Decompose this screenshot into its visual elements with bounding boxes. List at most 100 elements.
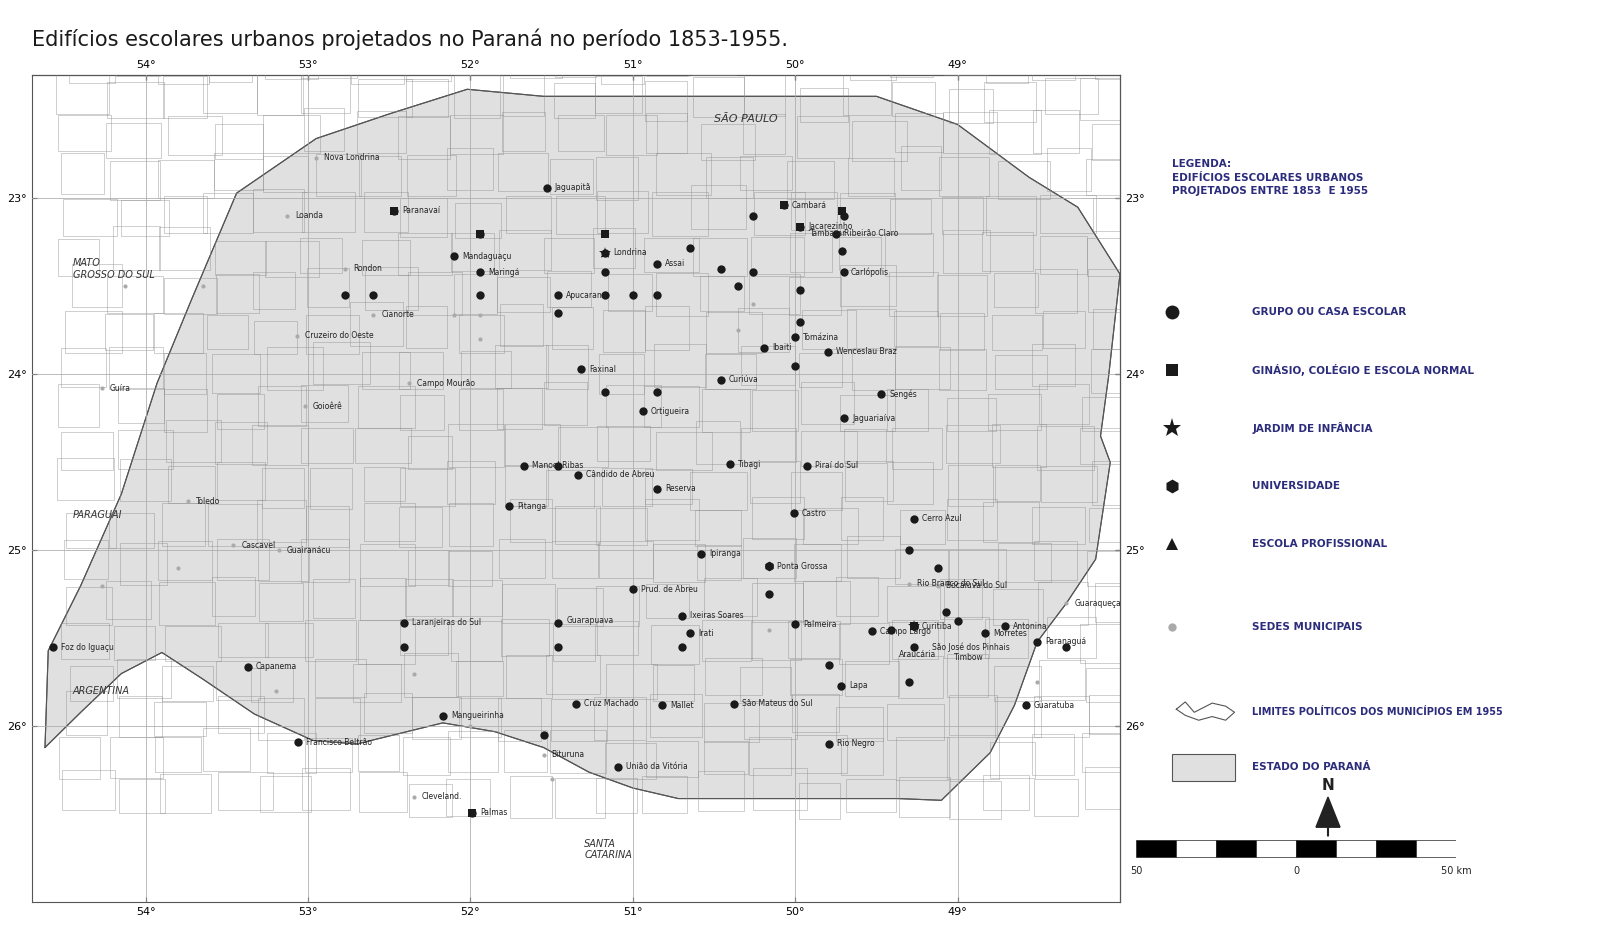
Bar (451, 233, 494, 272)
Bar (214, 241, 266, 275)
Bar (888, 462, 933, 505)
Text: ESTADO DO PARANÁ: ESTADO DO PARANÁ (1253, 762, 1371, 773)
Bar (302, 193, 355, 232)
Bar (691, 185, 746, 228)
Text: Irati: Irati (698, 629, 714, 637)
Bar (846, 308, 896, 350)
Bar (990, 742, 1035, 778)
Bar (1040, 236, 1086, 274)
Text: Curiúva: Curiúva (728, 375, 758, 384)
Bar (603, 310, 645, 352)
Bar (546, 655, 600, 694)
Bar (1144, 388, 1190, 425)
Text: LIMITES POLÍTICOS DOS MUNICÍPIOS EM 1955: LIMITES POLÍTICOS DOS MUNICÍPIOS EM 1955 (1253, 707, 1504, 716)
Bar (701, 124, 755, 160)
Bar (158, 49, 210, 84)
Bar (704, 741, 749, 775)
Bar (803, 581, 850, 624)
Bar (1296, 840, 1336, 857)
Bar (1094, 39, 1138, 79)
Text: Lapa: Lapa (850, 682, 867, 690)
Text: Bocaiuva do Sul: Bocaiuva do Sul (946, 581, 1008, 590)
Bar (995, 354, 1046, 389)
Bar (699, 772, 744, 811)
Text: Ponta Grossa: Ponta Grossa (778, 562, 827, 571)
Text: Laranjeiras do Sul: Laranjeiras do Sul (411, 619, 482, 627)
Bar (62, 198, 117, 236)
Bar (552, 307, 594, 349)
Bar (558, 428, 608, 467)
Bar (550, 730, 606, 774)
Bar (947, 465, 994, 506)
Bar (1086, 159, 1126, 196)
Text: SEDES MUNICIPAIS: SEDES MUNICIPAIS (1253, 621, 1363, 632)
Bar (752, 390, 798, 431)
Bar (744, 701, 797, 740)
Bar (1032, 507, 1085, 544)
Bar (413, 697, 461, 739)
Bar (451, 580, 502, 616)
Text: Londrina: Londrina (613, 248, 646, 258)
Bar (994, 588, 1043, 625)
Bar (304, 620, 357, 662)
Text: Morretes: Morretes (994, 629, 1027, 637)
Bar (606, 115, 656, 155)
Bar (120, 459, 171, 501)
Bar (115, 35, 160, 76)
Bar (258, 499, 306, 542)
Bar (216, 462, 266, 500)
Bar (61, 432, 114, 470)
Bar (789, 277, 840, 315)
Text: Cerro Azul: Cerro Azul (922, 514, 962, 524)
Bar (595, 75, 643, 113)
Bar (358, 79, 413, 117)
Text: Cleveland.: Cleveland. (422, 792, 462, 801)
Bar (602, 467, 651, 506)
Bar (1035, 697, 1090, 737)
Bar (354, 665, 402, 701)
Bar (1134, 351, 1186, 385)
Bar (1085, 767, 1136, 809)
Bar (702, 389, 750, 431)
Bar (110, 161, 160, 200)
Bar (448, 461, 494, 505)
Bar (557, 588, 603, 626)
Text: Nova Londrina: Nova Londrina (325, 153, 379, 163)
Bar (1139, 437, 1181, 470)
Bar (1040, 660, 1085, 700)
Bar (110, 737, 163, 777)
Bar (1141, 118, 1198, 158)
Bar (645, 469, 691, 504)
Bar (506, 424, 560, 465)
Bar (1216, 840, 1256, 857)
Bar (653, 192, 707, 236)
Bar (597, 426, 650, 462)
Bar (554, 623, 595, 661)
Bar (547, 272, 590, 306)
Bar (1131, 196, 1182, 238)
Bar (70, 666, 114, 701)
Bar (554, 84, 595, 118)
Bar (995, 465, 1040, 501)
Bar (1086, 238, 1133, 275)
Bar (1086, 551, 1138, 587)
Bar (992, 315, 1042, 351)
Bar (502, 112, 546, 151)
Bar (848, 536, 899, 578)
Bar (1037, 427, 1094, 470)
Bar (600, 42, 643, 84)
Text: Tibagi: Tibagi (738, 460, 762, 469)
Bar (446, 148, 493, 190)
Bar (840, 193, 894, 234)
Text: São Mateus do Sul: São Mateus do Sul (742, 699, 813, 708)
Bar (266, 241, 318, 277)
Bar (163, 353, 206, 394)
Bar (502, 584, 555, 623)
Bar (1136, 468, 1178, 503)
Bar (894, 311, 938, 346)
Bar (550, 698, 608, 741)
Bar (597, 509, 646, 544)
Bar (890, 273, 938, 316)
Bar (406, 79, 448, 118)
Text: Tomázina: Tomázina (803, 333, 840, 342)
